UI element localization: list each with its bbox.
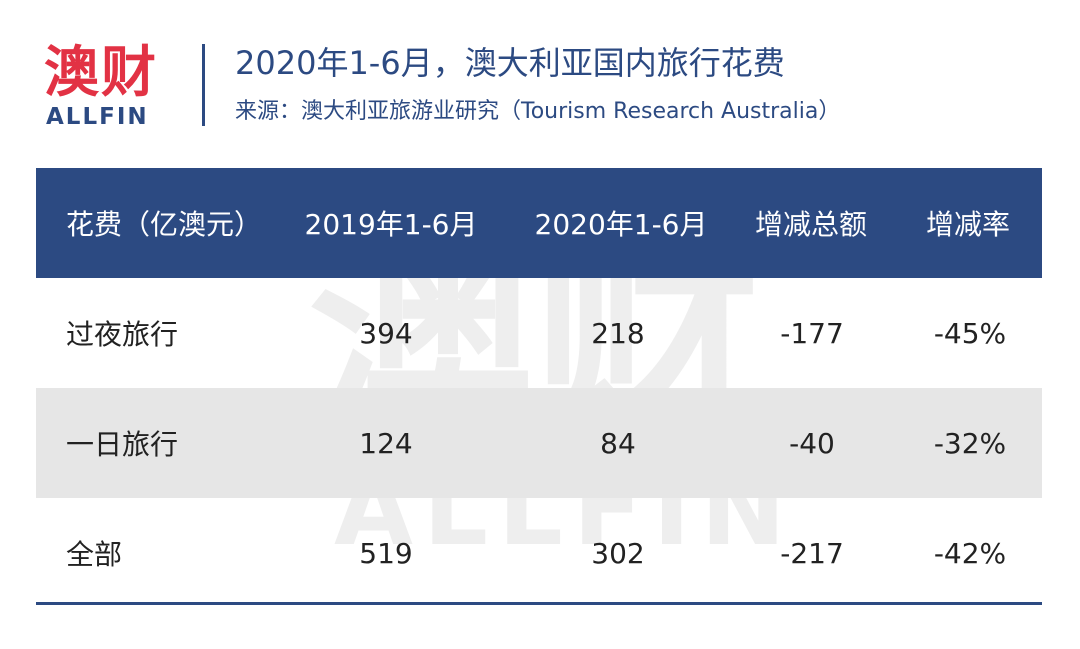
table-bottom-rule xyxy=(36,602,1042,605)
table-row: 一日旅行 124 84 -40 -32% xyxy=(36,388,1042,498)
cell-2019: 124 xyxy=(359,426,413,460)
column-header-category: 花费（亿澳元） xyxy=(66,208,263,241)
brand-logo: 澳财 ALLFIN xyxy=(44,40,164,130)
cell-2020: 218 xyxy=(591,316,645,350)
source-note: 来源：澳大利亚旅游业研究（Tourism Research Australia） xyxy=(235,99,841,124)
column-header-change-amount: 增减总额 xyxy=(754,208,867,241)
header-divider xyxy=(202,44,205,126)
spending-table: 花费（亿澳元） 2019年1-6月 2020年1-6月 增减总额 增减率 过夜旅… xyxy=(36,168,1042,608)
column-header-2019: 2019年1-6月 xyxy=(304,208,478,241)
cell-change-amount: -40 xyxy=(789,426,835,460)
row-label: 全部 xyxy=(66,538,123,571)
column-header-2020: 2020年1-6月 xyxy=(534,208,708,241)
cell-change-rate: -45% xyxy=(933,316,1007,350)
row-label: 过夜旅行 xyxy=(66,318,179,351)
table-row: 全部 519 302 -217 -42% xyxy=(36,498,1042,608)
page-title: 2020年1-6月，澳大利亚国内旅行花费 xyxy=(235,44,785,82)
cell-change-amount: -177 xyxy=(780,316,844,350)
row-label: 一日旅行 xyxy=(66,428,179,461)
table-row: 过夜旅行 394 218 -177 -45% xyxy=(36,278,1042,388)
logo-text-cn: 澳财 xyxy=(44,40,159,104)
cell-2019: 394 xyxy=(359,316,413,350)
cell-2020: 84 xyxy=(600,426,636,460)
cell-change-rate: -42% xyxy=(933,536,1007,570)
cell-change-amount: -217 xyxy=(780,536,844,570)
cell-2019: 519 xyxy=(359,536,413,570)
logo-text-en: ALLFIN xyxy=(46,104,149,130)
cell-change-rate: -32% xyxy=(933,426,1007,460)
table-header-row: 花费（亿澳元） 2019年1-6月 2020年1-6月 增减总额 增减率 xyxy=(36,168,1042,278)
column-header-change-rate: 增减率 xyxy=(925,208,1010,241)
cell-2020: 302 xyxy=(591,536,645,570)
